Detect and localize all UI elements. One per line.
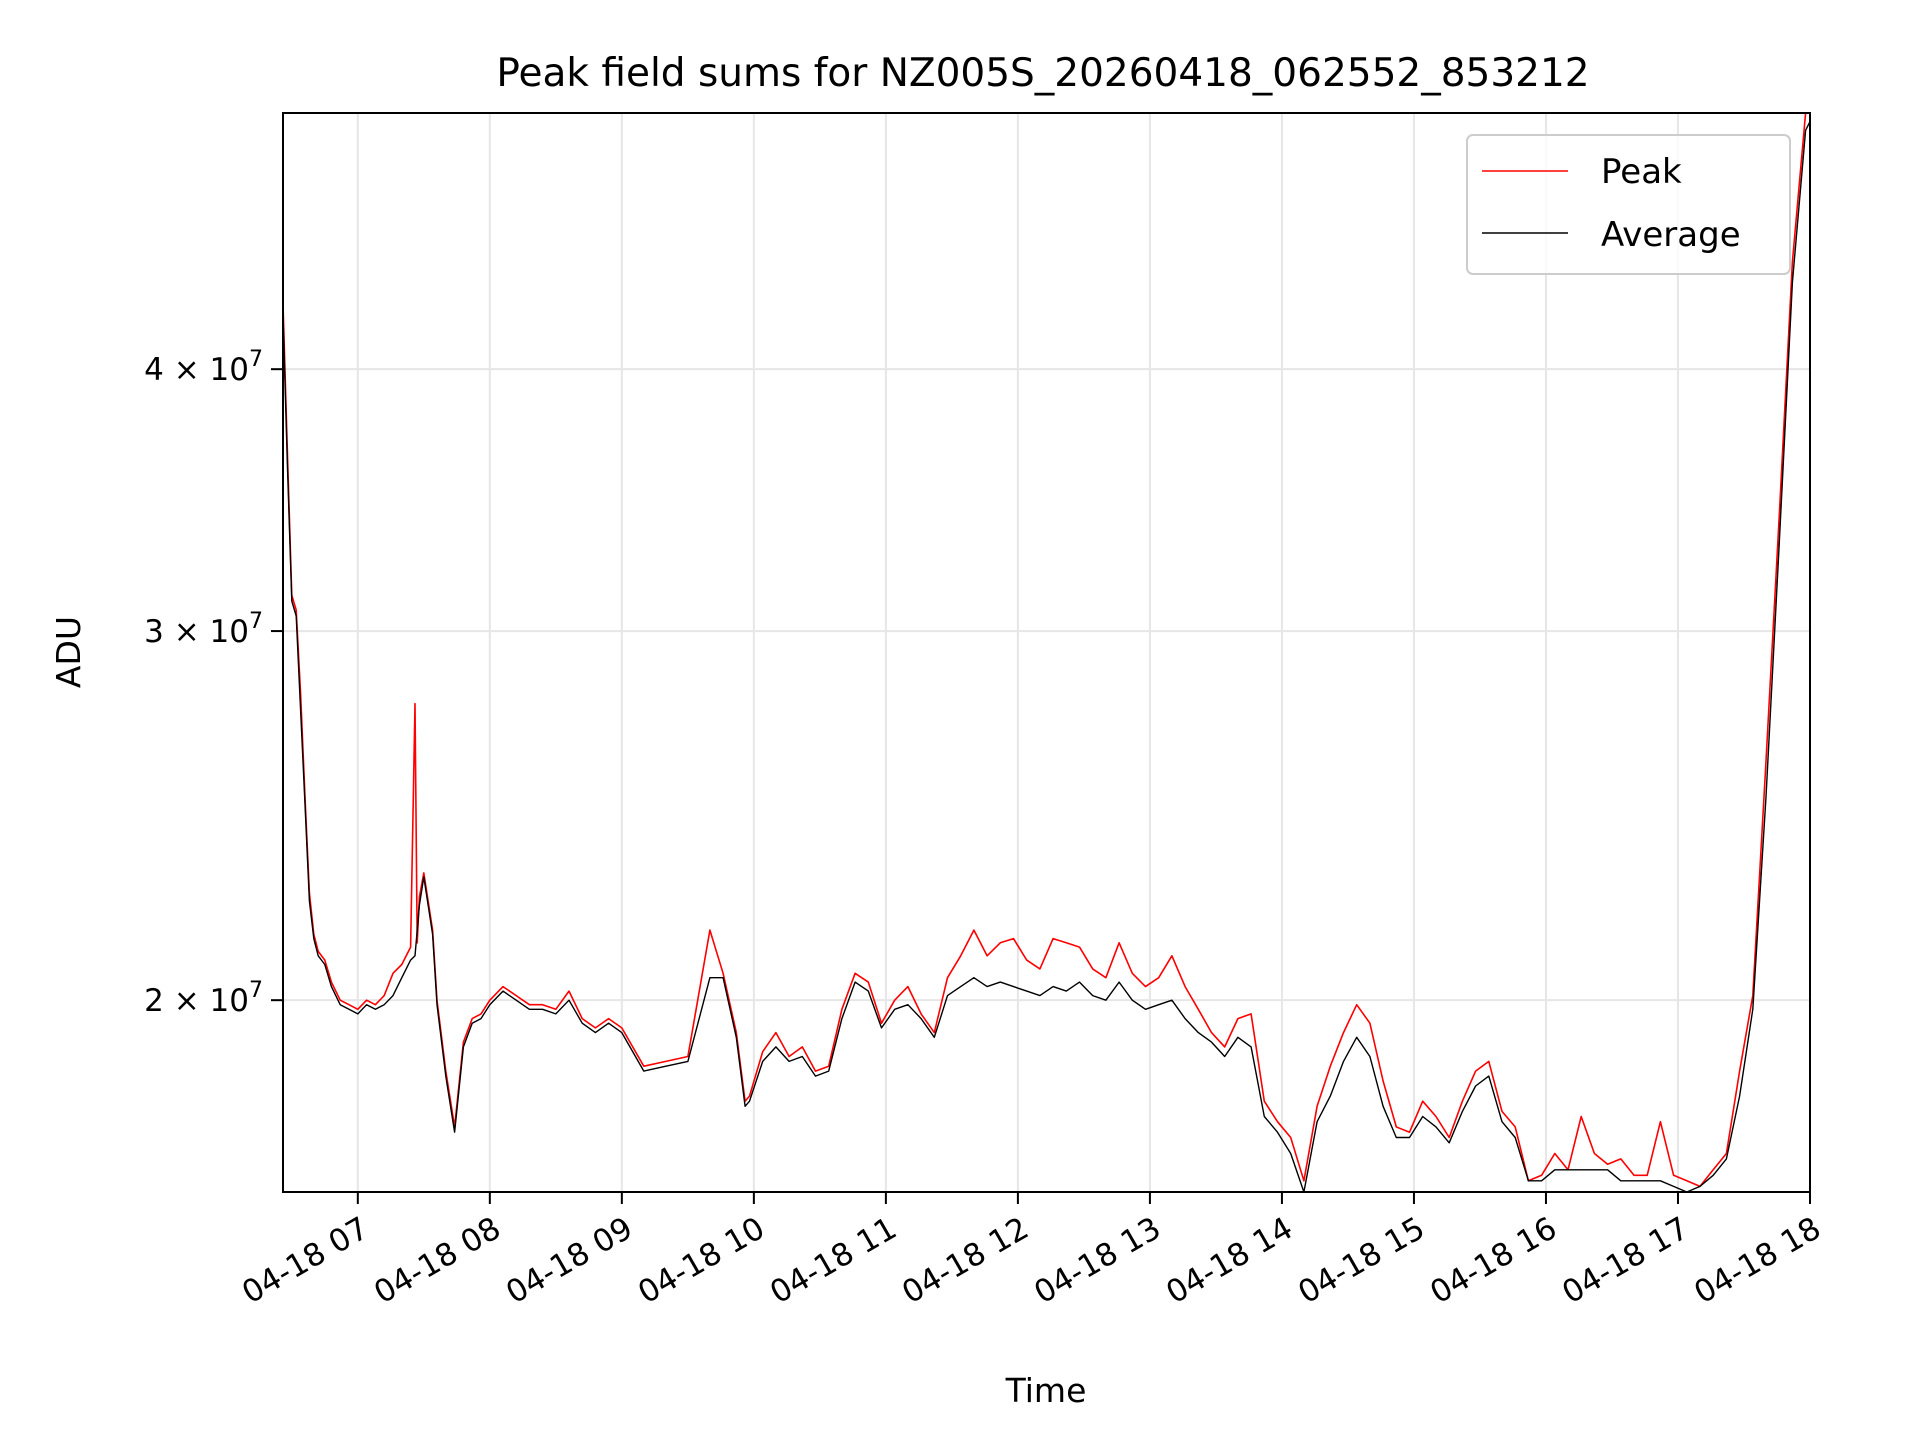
legend-label-average: Average [1601,215,1741,255]
grid-lines [283,113,1811,1192]
y-tick-label: 2 × 107 [144,978,263,1019]
series-line-average [283,121,1810,1192]
plot-frame [282,112,1811,1193]
legend: Peak Average [1466,134,1791,275]
y-axis: 2 × 107 3 × 107 4 × 107 [144,347,283,1019]
legend-label-peak: Peak [1601,152,1682,192]
x-axis-label: Time [1005,1371,1087,1410]
y-tick-label: 4 × 107 [144,347,263,388]
legend-box [1466,134,1791,275]
chart-title: Peak field sums for NZ005S_20260418_0625… [496,51,1589,96]
series-layer [283,113,1810,1192]
y-axis-label: ADU [49,616,88,688]
y-tick-label: 3 × 107 [144,609,263,650]
